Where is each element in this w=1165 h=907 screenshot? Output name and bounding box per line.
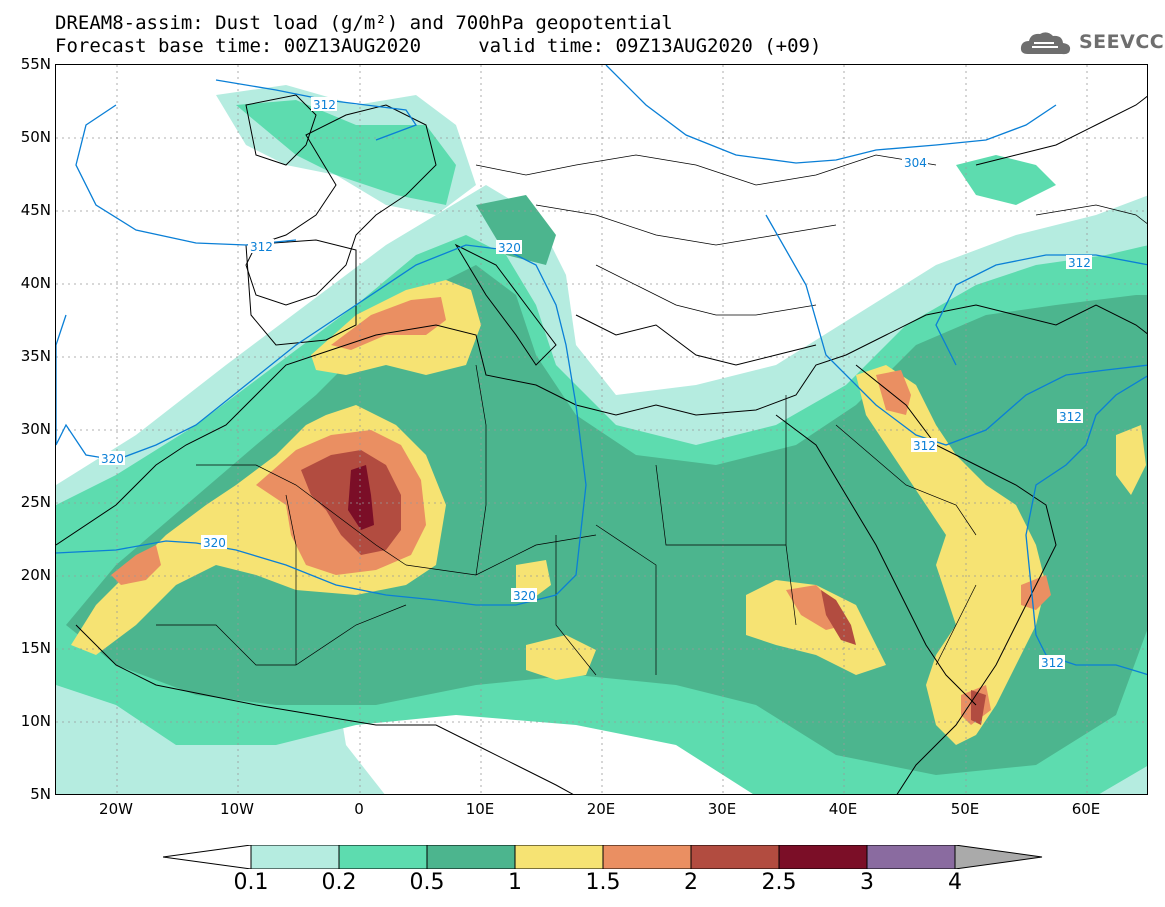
lat-label: 20N <box>20 566 51 584</box>
coastlines <box>56 94 1147 794</box>
colorbar-arrow-high <box>954 845 1043 869</box>
colorbar-tick-label: 0.2 <box>321 870 357 895</box>
contour-label: 312 <box>1059 410 1082 424</box>
contour-label: 304 <box>904 156 927 170</box>
contour-label: 312 <box>913 439 936 453</box>
colorbar-tick-label: 2 <box>684 870 698 895</box>
lat-label: 10N <box>20 712 51 730</box>
colorbar-swatch <box>514 845 604 869</box>
lon-label: 20E <box>586 800 616 818</box>
colorbar-tick-label: 0.1 <box>233 870 269 895</box>
lat-label: 5N <box>30 785 51 803</box>
colorbar-swatch <box>690 845 780 869</box>
dust-shading-2.5 <box>348 465 374 530</box>
colorbar-swatch <box>250 845 340 869</box>
lon-label: 20W <box>99 800 133 818</box>
cloud-logo-icon <box>1020 32 1071 55</box>
graticule <box>56 65 1147 794</box>
lat-label: 15N <box>20 639 51 657</box>
lon-label: 60E <box>1071 800 1101 818</box>
colorbar-tick-label: 0.5 <box>409 870 445 895</box>
lat-label: 55N <box>20 55 51 73</box>
lon-label: 10W <box>220 800 254 818</box>
lon-label: 50E <box>950 800 980 818</box>
colorbar-tick-label: 3 <box>860 870 874 895</box>
forecast-times: Forecast base time: 00Z13AUG2020 valid t… <box>55 35 822 57</box>
lat-label: 35N <box>20 347 51 365</box>
colorbar-swatch <box>426 845 516 869</box>
colorbar-tick-label: 4 <box>948 870 962 895</box>
colorbar-swatch <box>866 845 956 869</box>
map-plot: 312 304 312 320 312 320 312 312 320 320 … <box>56 65 1147 794</box>
lat-label: 50N <box>20 128 51 146</box>
colorbar-swatch <box>778 845 868 869</box>
contour-label: 312 <box>250 240 273 254</box>
colorbar-tick-label: 2.5 <box>761 870 797 895</box>
lat-label: 45N <box>20 201 51 219</box>
colorbar <box>163 845 1043 869</box>
contour-label: 312 <box>1068 256 1091 270</box>
lat-label: 25N <box>20 493 51 511</box>
contour-label: 320 <box>101 452 124 466</box>
country-borders <box>156 154 1147 676</box>
logo-text: SEEVCCC <box>1079 31 1165 53</box>
colorbar-swatch <box>602 845 692 869</box>
chart-title: DREAM8-assim: Dust load (g/m²) and 700hP… <box>55 12 673 34</box>
colorbar-swatch <box>338 845 428 869</box>
lat-label: 40N <box>20 274 51 292</box>
contour-label: 320 <box>203 536 226 550</box>
lon-label: 30E <box>707 800 737 818</box>
lon-label: 10E <box>465 800 495 818</box>
contour-label: 320 <box>498 241 521 255</box>
lat-label: 30N <box>20 420 51 438</box>
contour-labels: 312 304 312 320 312 320 312 312 320 320 … <box>99 97 1092 670</box>
contour-label: 312 <box>313 98 336 112</box>
contour-label: 312 <box>1041 656 1064 670</box>
colorbar-tick-label: 1.5 <box>585 870 621 895</box>
lon-label: 40E <box>828 800 858 818</box>
dust-load-map: 312 304 312 320 312 320 312 312 320 320 … <box>55 64 1148 795</box>
colorbar-tick-label: 1 <box>508 870 522 895</box>
contour-label: 320 <box>513 589 536 603</box>
lon-label: 0 <box>354 800 364 818</box>
colorbar-arrow-low <box>163 845 252 869</box>
